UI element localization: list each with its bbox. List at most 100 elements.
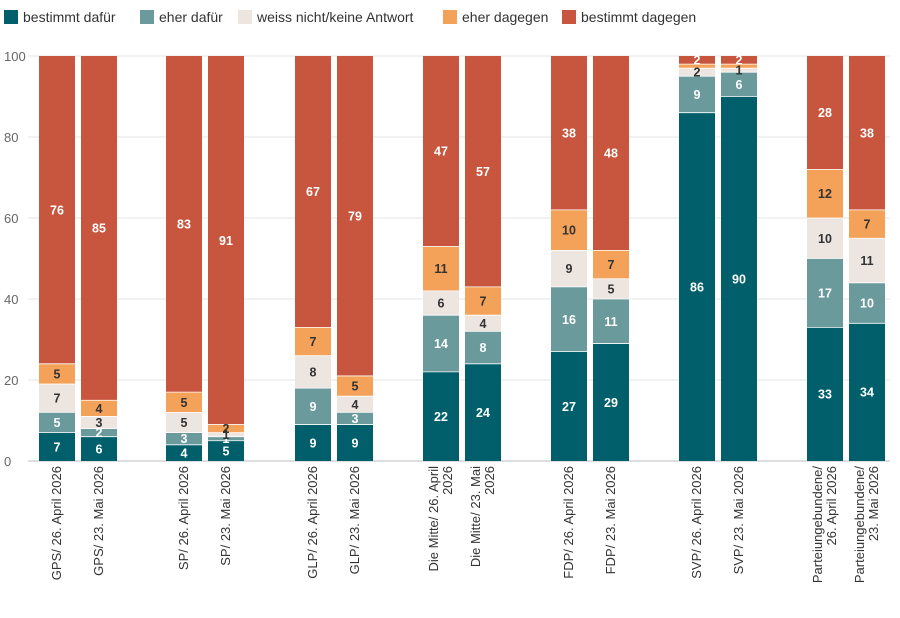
data-label: 7: [54, 440, 61, 454]
data-label: 91: [219, 234, 233, 248]
legend-label: bestimmt dafür: [23, 9, 116, 25]
legend-swatch: [443, 10, 457, 24]
bar-segment: [465, 56, 501, 287]
bar-segment: [679, 76, 715, 113]
bar-segment: [39, 432, 75, 461]
data-label: 3: [181, 432, 188, 446]
y-tick-label: 40: [4, 292, 18, 307]
category-label-line: 26. April 2026: [824, 466, 839, 546]
bar-segment: [166, 56, 202, 393]
bar-segment: [423, 290, 459, 316]
legend-swatch: [140, 10, 154, 24]
category-label-line: 2026: [440, 466, 455, 495]
data-label: 17: [818, 286, 832, 300]
data-label: 57: [476, 165, 490, 179]
bar-segment: [807, 218, 843, 259]
category-label-line: 23. Mai 2026: [866, 466, 881, 541]
data-label: 4: [352, 398, 359, 412]
data-label: 6: [736, 78, 743, 92]
bar-segment: [551, 209, 587, 251]
legend-swatch: [238, 10, 252, 24]
data-label: 12: [818, 187, 832, 201]
category-label: Parteiungebundene/26. April 2026: [810, 466, 839, 583]
data-label: 24: [476, 406, 490, 420]
bar-segment: [465, 331, 501, 364]
bar-segment: [81, 416, 117, 429]
bar-segment: [849, 282, 885, 324]
bar-segment: [295, 56, 331, 328]
bar-segment: [807, 327, 843, 461]
data-label: 10: [818, 232, 832, 246]
legend: bestimmt dafür eher dafür weiss nicht/kein…: [4, 9, 696, 25]
legend-label: weiss nicht/keine Antwort: [256, 9, 414, 25]
data-label: 86: [690, 280, 704, 294]
bar-segment: [208, 432, 244, 437]
data-label: 7: [864, 218, 871, 232]
bar-segment: [423, 315, 459, 372]
data-label: 28: [818, 106, 832, 120]
data-label: 38: [860, 126, 874, 140]
x-axis-labels: GPS/ 26. April 2026 GPS/ 23. Mai 2026 SP/ …: [49, 466, 881, 583]
category-label-line: GLP/ 26. April 2026: [305, 466, 320, 579]
data-label: 3: [352, 412, 359, 426]
data-label: 6: [96, 442, 103, 456]
category-label: GLP/ 23. Mai 2026: [347, 466, 362, 574]
bar-segment: [721, 68, 757, 73]
data-label: 9: [310, 436, 317, 450]
category-label: Die Mitte/ 23. Mai 2026: [468, 466, 497, 567]
bar-segment: [337, 375, 373, 397]
bar-segment: [337, 56, 373, 376]
category-label: Parteiungebundene/23. Mai 2026: [852, 466, 881, 583]
data-label: 4: [181, 446, 188, 460]
category-label-line: SVP/ 26. April 2026: [689, 466, 704, 579]
data-label: 67: [306, 185, 320, 199]
data-label: 1: [223, 432, 230, 446]
data-label: 2: [96, 426, 103, 440]
bar-segment: [849, 238, 885, 283]
category-label: SP/ 26. April 2026: [176, 466, 191, 570]
category-label: Die Mitte/ 26. April 2026: [426, 466, 455, 572]
category-label-line: FDP/ 26. April 2026: [561, 466, 576, 579]
data-label: 5: [352, 380, 359, 394]
bar-segment: [593, 343, 629, 461]
y-tick-label: 0: [4, 454, 11, 469]
data-label: 33: [818, 388, 832, 402]
category-label: SVP/ 23. Mai 2026: [731, 466, 746, 574]
bar-segment: [465, 315, 501, 332]
data-label: 76: [50, 203, 64, 217]
category-label-line: Parteiungebundene/: [810, 466, 825, 583]
data-label: 90: [732, 272, 746, 286]
data-label: 6: [438, 297, 445, 311]
data-label: 11: [860, 254, 873, 268]
category-label-line: SVP/ 23. Mai 2026: [731, 466, 746, 574]
bar-segment: [295, 327, 331, 356]
data-label: 85: [92, 222, 106, 236]
bar-segment: [39, 363, 75, 385]
bar-segment: [166, 412, 202, 433]
data-label: 5: [181, 416, 188, 430]
legend-swatch: [562, 10, 576, 24]
bar-segment: [465, 363, 501, 461]
bar-segment: [337, 396, 373, 413]
data-label: 5: [54, 416, 61, 430]
legend-label: bestimmt dagegen: [581, 9, 696, 25]
category-label: SP/ 23. Mai 2026: [218, 466, 233, 566]
category-label-line: SP/ 26. April 2026: [176, 466, 191, 570]
bar-segment: [679, 112, 715, 461]
data-label: 5: [608, 282, 615, 296]
y-tick-label: 20: [4, 373, 18, 388]
bar-segment: [551, 351, 587, 461]
bar-segment: [593, 56, 629, 251]
data-label: 2: [694, 66, 701, 80]
data-label: 27: [562, 400, 576, 414]
bar-segment: [337, 412, 373, 425]
bar-segment: [337, 424, 373, 461]
bar-segment: [208, 56, 244, 425]
data-label: 2: [736, 54, 743, 68]
data-label: 3: [96, 416, 103, 430]
category-label-line: Die Mitte/ 26. April: [426, 466, 441, 572]
data-label: 9: [694, 88, 701, 102]
bar-segment: [551, 56, 587, 210]
bar-segment: [849, 209, 885, 239]
bar-segment: [39, 384, 75, 413]
